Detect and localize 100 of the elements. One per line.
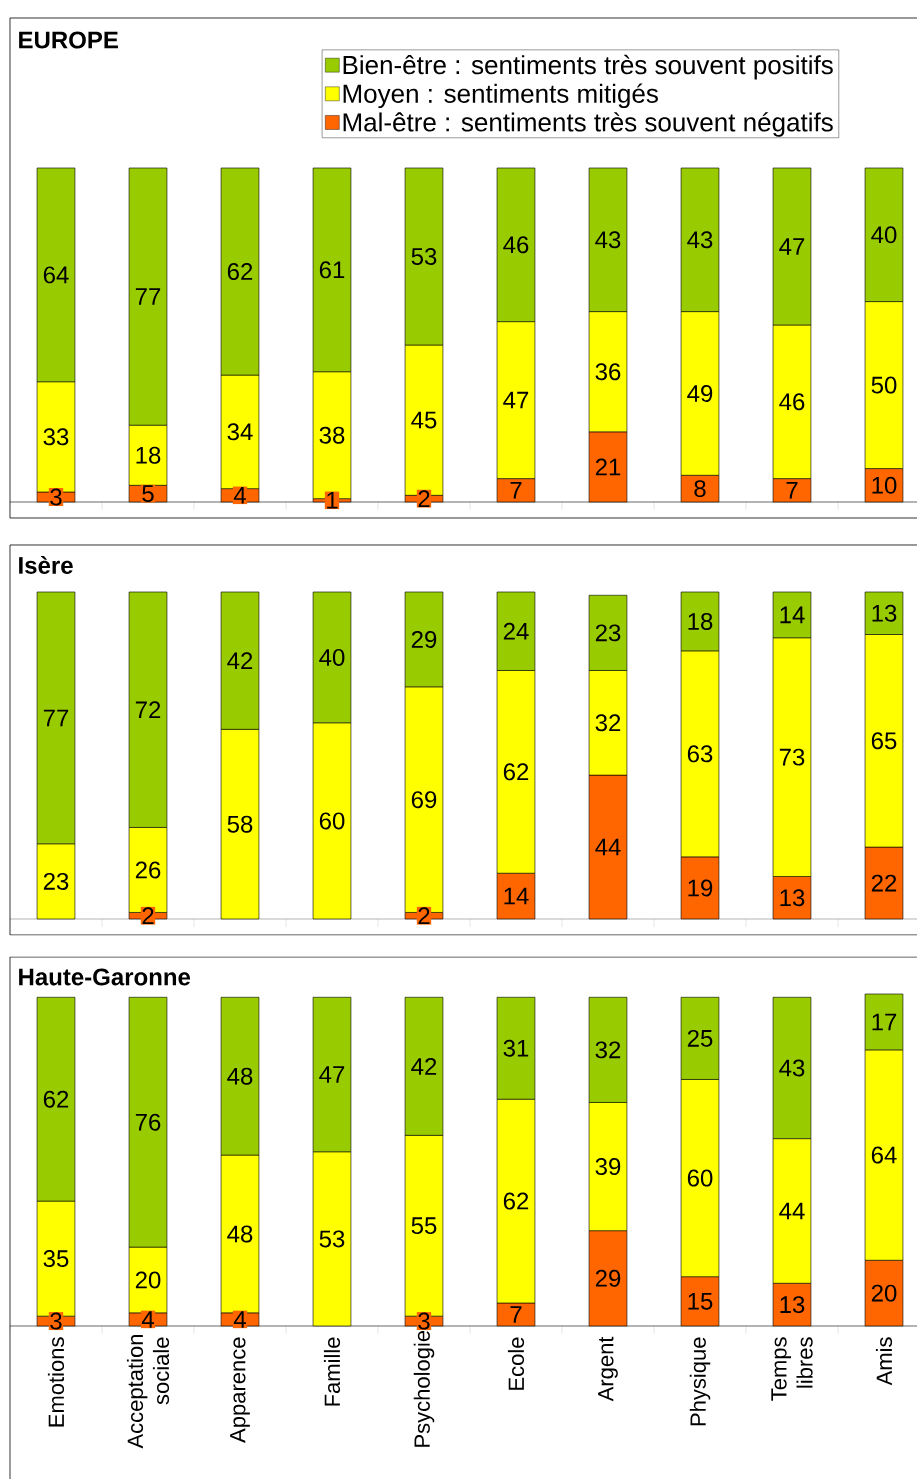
legend-label: Bien-être : sentiments très souvent positifs	[343, 54, 833, 80]
data-label: 61	[319, 261, 345, 279]
data-label: 48	[227, 1067, 253, 1085]
data-label: 23	[595, 624, 621, 642]
chart-title: Haute-Garonne	[19, 968, 191, 986]
data-label: 39	[595, 1158, 621, 1176]
data-label: 62	[227, 263, 253, 281]
data-label: 46	[503, 236, 529, 254]
data-label: 2	[142, 907, 154, 925]
x-tick-label: Emotions	[47, 1337, 65, 1427]
x-tick-label: Amis	[875, 1337, 893, 1386]
x-tick-label: Apparence	[230, 1337, 250, 1443]
data-label: 21	[595, 458, 621, 476]
data-label: 36	[595, 363, 621, 381]
data-label: 60	[319, 812, 345, 830]
data-label: 13	[872, 604, 897, 622]
data-label: 14	[504, 887, 529, 905]
x-tick-label: Famille	[323, 1337, 341, 1406]
data-label: 44	[779, 1202, 805, 1220]
data-label: 3	[50, 1312, 62, 1330]
data-label: 64	[871, 1146, 897, 1164]
data-label: 73	[779, 748, 805, 766]
data-label: 42	[227, 652, 253, 670]
data-label: 20	[871, 1284, 897, 1302]
data-label: 20	[135, 1271, 161, 1289]
data-label: 17	[872, 1013, 897, 1031]
data-label: 22	[871, 874, 897, 892]
data-label: 35	[43, 1250, 69, 1268]
data-label: 29	[595, 1269, 621, 1287]
data-label: 49	[687, 384, 713, 402]
data-label: 10	[872, 476, 897, 494]
data-label: 7	[510, 482, 522, 499]
x-tick-label: Argent	[598, 1336, 618, 1402]
data-label: 2	[418, 490, 430, 508]
data-label: 3	[418, 1312, 430, 1330]
legend-label: Mal-être : sentiments très souvent négatifs	[343, 112, 833, 137]
data-label: 65	[871, 732, 897, 750]
data-label: 18	[136, 446, 161, 464]
data-label: 26	[135, 861, 161, 879]
data-label: 15	[688, 1292, 713, 1310]
data-label: 62	[503, 1192, 529, 1210]
x-tick-label: Physique	[689, 1337, 711, 1426]
x-tick-label: Ecole	[507, 1337, 525, 1390]
data-label: 40	[871, 226, 897, 244]
data-label: 76	[135, 1113, 161, 1131]
data-label: 72	[135, 701, 161, 719]
data-label: 38	[319, 426, 345, 444]
data-label: 45	[411, 411, 437, 429]
data-label: 32	[595, 714, 621, 732]
x-tick-label: Acceptation sociale	[126, 1335, 170, 1449]
legend-label: Moyen : sentiments mitigés	[343, 83, 658, 109]
data-label: 40	[319, 648, 345, 666]
data-label: 48	[227, 1225, 253, 1243]
data-label: 64	[43, 266, 69, 284]
data-label: 3	[50, 488, 62, 506]
data-label: 43	[779, 1059, 805, 1077]
data-label: 47	[779, 238, 805, 255]
data-label: 4	[233, 1311, 246, 1328]
data-label: 43	[595, 231, 621, 249]
data-label: 60	[687, 1169, 713, 1187]
data-label: 50	[871, 376, 897, 394]
data-label: 44	[595, 838, 621, 856]
chart-title: Isère	[19, 556, 73, 574]
data-label: 58	[227, 815, 253, 833]
data-label: 47	[503, 391, 529, 409]
data-label: 62	[43, 1090, 69, 1108]
data-label: 4	[233, 487, 246, 504]
data-label: 24	[503, 622, 529, 640]
data-label: 47	[319, 1066, 345, 1083]
x-tick-label: Temps libres	[771, 1337, 813, 1401]
data-label: 1	[327, 492, 338, 509]
data-label: 5	[142, 485, 154, 503]
data-label: 19	[688, 879, 713, 897]
data-label: 43	[687, 231, 713, 249]
data-label: 63	[687, 745, 713, 763]
data-label: 13	[780, 889, 805, 907]
data-label: 32	[595, 1041, 621, 1059]
data-label: 53	[411, 248, 437, 265]
data-label: 33	[43, 428, 69, 446]
data-label: 2	[418, 907, 430, 925]
data-label: 34	[227, 423, 253, 441]
data-label: 69	[411, 791, 437, 809]
data-label: 7	[510, 1306, 522, 1323]
data-label: 29	[411, 630, 437, 648]
data-label: 42	[411, 1057, 437, 1075]
data-label: 55	[411, 1217, 437, 1235]
data-label: 23	[43, 872, 69, 890]
data-label: 14	[780, 606, 805, 624]
data-label: 7	[786, 482, 798, 499]
data-label: 53	[319, 1230, 345, 1248]
chart-title: EUROPE	[19, 31, 118, 49]
data-label: 8	[694, 480, 706, 498]
data-label: 13	[780, 1296, 805, 1314]
data-label: 18	[688, 612, 713, 630]
data-label: 4	[141, 1311, 154, 1328]
x-tick-label: Psychologie	[413, 1330, 435, 1447]
data-label: 62	[503, 763, 529, 781]
data-label: 25	[687, 1029, 713, 1047]
data-label: 46	[779, 393, 805, 411]
data-label: 31	[503, 1039, 529, 1057]
